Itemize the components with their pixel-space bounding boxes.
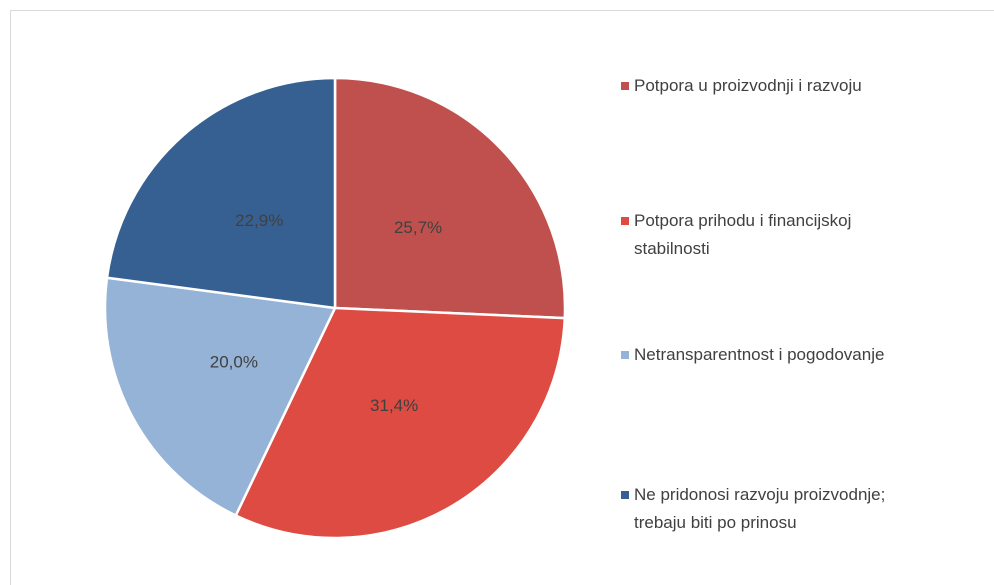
legend-swatch	[621, 351, 629, 359]
legend-label: Ne pridonosi razvoju proizvodnje; trebaj…	[634, 485, 886, 532]
data-label: 20,0%	[210, 352, 258, 371]
pie-slice	[234, 306, 567, 540]
pie-slice	[105, 76, 337, 310]
legend-entry: Potpora u proizvodnji i razvoju	[621, 72, 891, 100]
legend-swatch	[621, 217, 629, 225]
legend-entry: Potpora prihodu i financijskoj stabilnos…	[621, 207, 891, 263]
data-label: 22,9%	[235, 211, 283, 230]
legend-entry: Netransparentnost i pogodovanje	[621, 341, 891, 369]
data-label: 31,4%	[370, 396, 418, 415]
legend-swatch	[621, 82, 629, 90]
pie-slice	[103, 276, 337, 518]
legend-label: Netransparentnost i pogodovanje	[634, 345, 885, 364]
legend-label: Potpora u proizvodnji i razvoju	[634, 76, 862, 95]
data-label: 25,7%	[394, 218, 442, 237]
chart-border	[10, 10, 994, 585]
legend-label: Potpora prihodu i financijskoj stabilnos…	[634, 211, 852, 258]
pie-slice	[333, 76, 567, 320]
legend-swatch	[621, 491, 629, 499]
legend-entry: Ne pridonosi razvoju proizvodnje; trebaj…	[621, 481, 891, 537]
